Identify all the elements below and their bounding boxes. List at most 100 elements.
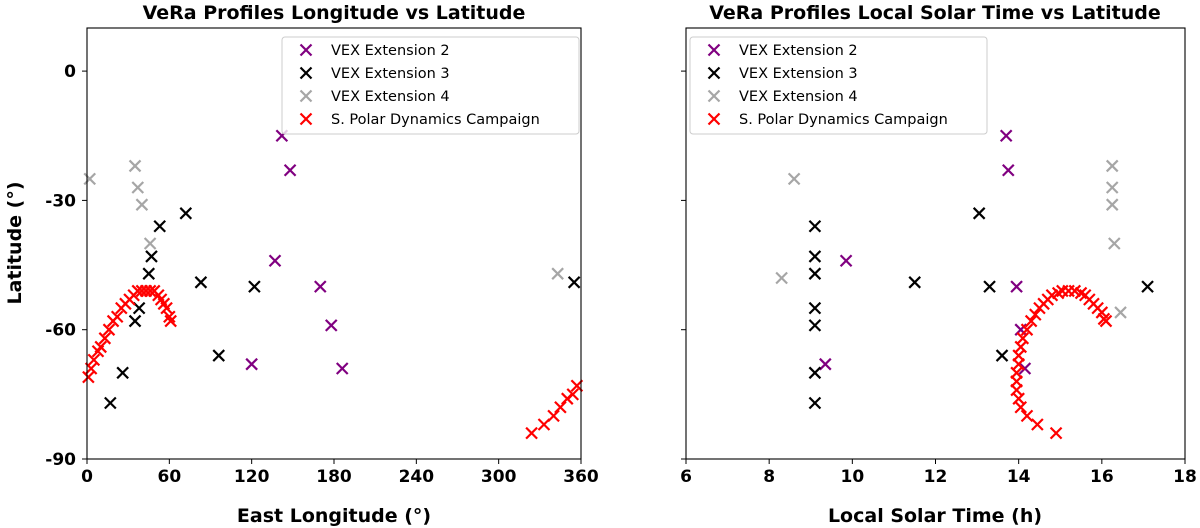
x-tick-label: 10 (840, 467, 864, 487)
data-point (104, 396, 117, 410)
x-tick-label: 0 (81, 467, 93, 487)
data-point (1001, 163, 1015, 177)
data-point (808, 396, 822, 410)
data-point (131, 181, 145, 194)
x-tick-label: 8 (763, 467, 775, 487)
legend-entry: VEX Extension 4 (707, 89, 858, 105)
data-point (819, 357, 832, 371)
data-point (268, 254, 282, 268)
data-point (145, 250, 158, 263)
data-point (787, 172, 801, 186)
y-tick-label: -60 (45, 321, 76, 341)
data-points (82, 129, 584, 440)
x-tick-label: 240 (399, 467, 435, 487)
legend-entry: VEX Extension 3 (707, 66, 858, 82)
legend-label: VEX Extension 4 (739, 89, 858, 105)
x-tick-label: 18 (1173, 467, 1197, 487)
data-point (128, 159, 142, 173)
data-point (102, 323, 116, 336)
series-vex-extension-2 (819, 129, 1032, 375)
x-axis-label: Local Solar Time (h) (828, 505, 1042, 527)
legend-label: S. Polar Dynamics Campaign (739, 112, 948, 128)
y-tick-label: -30 (45, 191, 76, 211)
data-point (143, 284, 157, 298)
data-point (908, 276, 921, 289)
data-point (1031, 418, 1044, 431)
data-point (1016, 332, 1030, 345)
data-point (245, 357, 258, 371)
data-point (808, 267, 822, 280)
data-point (554, 401, 567, 414)
right-panel-local-solar-time-vs-latitude: VeRa Profiles Local Solar Time vs Latitu… (680, 2, 1197, 527)
data-point (164, 314, 177, 328)
data-point (179, 207, 193, 220)
legend-entry: VEX Extension 4 (299, 89, 450, 105)
data-point (808, 319, 822, 332)
data-point (98, 332, 112, 345)
axis-ticks: 0 60 120 180 240 300 360 0 -30 -60 -90 (45, 62, 599, 487)
legend-entry: VEX Extension 2 (707, 43, 858, 59)
legend-frame (689, 36, 988, 135)
legend-marker (707, 66, 721, 80)
legend-entry: S. Polar Dynamics Campaign (707, 112, 948, 128)
series-vex-extension-4 (83, 159, 564, 280)
data-point (775, 271, 788, 285)
data-point (153, 219, 167, 233)
data-point (1010, 280, 1023, 293)
series-s-polar-dynamics-campaign (82, 284, 584, 440)
data-point (143, 237, 157, 250)
x-tick-label: 60 (157, 467, 181, 487)
data-point (1105, 159, 1119, 173)
data-point (110, 310, 124, 324)
data-point (128, 314, 142, 328)
legend-entry: VEX Extension 2 (299, 43, 450, 59)
legend-frame (281, 36, 580, 135)
chart-title: VeRa Profiles Longitude vs Latitude (143, 2, 526, 24)
data-point (135, 198, 149, 211)
series-vex-extension-3 (104, 207, 581, 410)
axis-ticks: 6 8 10 12 14 16 18 (680, 70, 1197, 487)
data-point (82, 370, 95, 384)
plot-frame (685, 27, 1186, 460)
legend-marker (299, 89, 313, 103)
data-point (808, 366, 822, 380)
data-point (163, 310, 176, 324)
data-point (1105, 198, 1119, 211)
series-vex-extension-4 (775, 159, 1127, 319)
legend-label: S. Polar Dynamics Campaign (331, 112, 540, 128)
y-tick-label: -90 (45, 450, 76, 470)
x-tick-label: 6 (680, 467, 692, 487)
x-axis-label: East Longitude (°) (237, 505, 431, 527)
data-point (1141, 280, 1154, 293)
legend-entry: VEX Extension 3 (299, 66, 450, 82)
data-point (283, 163, 297, 177)
data-point (566, 388, 580, 401)
data-point (87, 353, 101, 367)
plot-frame (86, 27, 582, 460)
x-tick-label: 300 (481, 467, 517, 487)
legend: VEX Extension 2 VEX Extension 3 VEX Extens… (281, 36, 580, 135)
legend-entry: S. Polar Dynamics Campaign (299, 112, 540, 128)
legend-marker (299, 66, 313, 80)
data-point (324, 319, 338, 332)
data-points (775, 129, 1154, 440)
data-point (808, 219, 822, 233)
y-axis-label: Latitude (°) (4, 181, 26, 304)
legend: VEX Extension 2 VEX Extension 3 VEX Extens… (689, 36, 988, 135)
x-tick-label: 16 (1090, 467, 1114, 487)
data-point (1024, 314, 1038, 328)
data-point (1018, 362, 1032, 375)
x-tick-label: 360 (563, 467, 599, 487)
legend-marker (299, 112, 313, 126)
data-point (1114, 306, 1127, 319)
x-tick-label: 180 (316, 467, 352, 487)
data-point (83, 172, 97, 186)
data-point (995, 349, 1009, 362)
data-point (1020, 323, 1034, 336)
data-point (839, 254, 853, 268)
legend-label: VEX Extension 2 (331, 43, 450, 59)
series-vex-extension-2 (245, 129, 349, 375)
data-point (116, 366, 129, 380)
legend-label: VEX Extension 2 (739, 43, 858, 59)
